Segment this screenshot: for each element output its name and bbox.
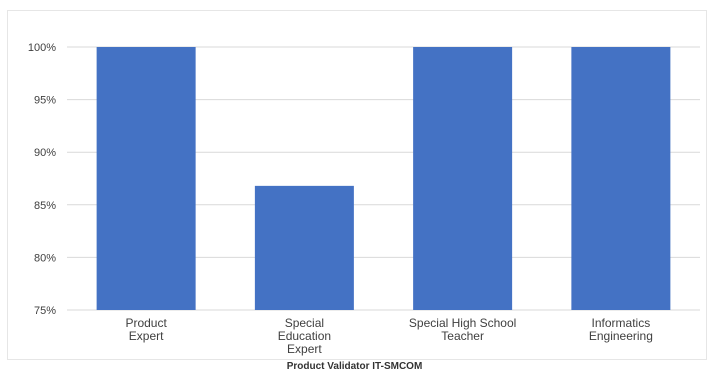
x-axis-title: Product Validator IT-SMCOM: [286, 361, 423, 372]
y-tick-label: 75%: [34, 305, 56, 317]
chart-frame: [7, 10, 707, 360]
x-tick-label: Special Education Expert: [278, 316, 331, 356]
y-tick-label: 100%: [28, 42, 56, 54]
y-axis-tick-labels: 75% 80% 85% 90% 95% 100%: [28, 42, 56, 317]
y-tick-label: 80%: [34, 252, 56, 264]
bar: [413, 47, 513, 310]
y-tick-label: 85%: [34, 200, 56, 212]
bar-chart: 75% 80% 85% 90% 95% 100% Product Expert Special…: [28, 42, 700, 356]
y-tick-label: 95%: [34, 95, 56, 107]
bar: [254, 185, 354, 310]
x-tick-label: Informatics Engineering: [589, 316, 653, 343]
y-tick-label: 90%: [34, 147, 56, 159]
bars: [96, 47, 671, 310]
bar: [571, 47, 671, 310]
x-tick-label: Special High School Teacher: [409, 316, 516, 343]
x-tick-label: Product Expert: [125, 316, 167, 343]
x-axis-tick-labels: Product Expert Special Education Expert Speci…: [125, 316, 652, 356]
bar: [96, 47, 196, 310]
